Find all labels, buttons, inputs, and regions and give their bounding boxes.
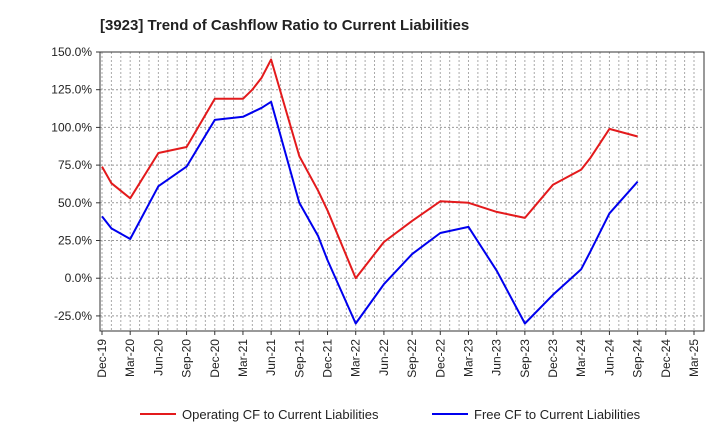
x-tick-label: Sep-20 [180,339,194,378]
y-tick-label: 125.0% [51,83,92,97]
y-axis: 150.0% 125.0% 100.0% 75.0% 50.0% 25.0% 0.0% -25… [51,45,100,323]
x-tick-label: Sep-22 [405,339,419,378]
x-tick-label: Mar-21 [236,339,250,377]
y-tick-label: 0.0% [65,271,93,285]
x-tick-label: Dec-19 [95,339,109,378]
x-tick-label: Mar-25 [687,339,701,377]
y-tick-label: 100.0% [51,120,92,134]
x-tick-label: Sep-21 [292,339,306,378]
x-tick-label: Sep-23 [518,339,532,378]
x-tick-label: Dec-23 [546,339,560,378]
x-tick-label: Jun-21 [264,339,278,376]
legend-operating-label: Operating CF to Current Liabilities [182,407,379,422]
y-tick-label: 75.0% [58,158,92,172]
x-axis: Dec-19 Mar-20 Jun-20 Sep-20 Dec-20 Mar-21 Jun-… [95,331,701,378]
x-tick-label: Sep-24 [631,339,645,378]
chart-title: [3923] Trend of Cashflow Ratio to Curren… [100,17,469,34]
x-tick-label: Jun-22 [377,339,391,376]
x-tick-label: Dec-24 [659,339,673,378]
operating-cf-line [101,58,638,280]
y-tick-label: 50.0% [58,196,92,210]
grid [100,51,704,331]
x-tick-label: Jun-23 [490,339,504,376]
x-tick-label: Dec-21 [321,339,335,378]
x-tick-label: Mar-20 [123,339,137,377]
x-tick-label: Mar-22 [349,339,363,377]
legend: Operating CF to Current Liabilities Free… [140,407,641,422]
y-tick-label: -25.0% [54,309,92,323]
x-tick-label: Jun-24 [602,339,616,376]
y-tick-label: 150.0% [51,45,92,59]
legend-free-label: Free CF to Current Liabilities [474,407,641,422]
series-lines [101,58,639,325]
x-tick-label: Mar-24 [574,339,588,377]
x-tick-label: Dec-20 [208,339,222,378]
plot-area [99,51,705,332]
x-tick-label: Mar-23 [461,339,475,377]
y-tick-label: 25.0% [58,234,92,248]
x-tick-label: Jun-20 [151,339,165,376]
free-cf-line [101,100,639,325]
x-tick-label: Dec-22 [433,339,447,378]
